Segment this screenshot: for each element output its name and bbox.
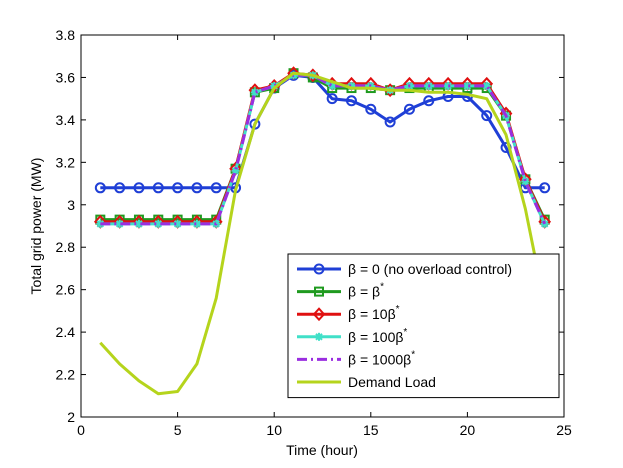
series-5 xyxy=(99,71,547,396)
y-tick-label: 2.4 xyxy=(56,324,76,340)
legend: β = 0 (no overload control)β = β*β = 10β… xyxy=(287,253,560,399)
legend-marker xyxy=(315,332,323,341)
legend-label: Demand Load xyxy=(348,374,436,390)
x-tick-label: 5 xyxy=(174,422,182,438)
y-tick-label: 2 xyxy=(67,409,75,425)
y-tick-label: 2.2 xyxy=(56,367,76,383)
y-tick-label: 2.6 xyxy=(56,282,76,298)
data-point xyxy=(403,103,415,115)
data-point xyxy=(384,116,396,128)
series-4 xyxy=(100,73,547,226)
y-tick-label: 2.8 xyxy=(56,239,76,255)
data-point xyxy=(481,110,493,122)
legend-entry: β = 100β* xyxy=(297,327,407,345)
data-point xyxy=(423,95,435,107)
data-point xyxy=(365,103,377,115)
legend-label-text: β = 0 (no overload control) xyxy=(348,261,512,277)
legend-label-text: Demand Load xyxy=(348,374,436,390)
data-point xyxy=(133,182,145,194)
data-point xyxy=(463,81,472,90)
legend-label-superscript: * xyxy=(403,327,407,338)
x-axis-label: Time (hour) xyxy=(286,442,358,458)
data-point xyxy=(345,95,357,107)
x-tick-label: 20 xyxy=(460,422,476,438)
legend-label: β = β* xyxy=(348,282,384,300)
data-point xyxy=(172,182,184,194)
data-point xyxy=(114,182,126,194)
data-point xyxy=(539,182,551,194)
legend-entry: β = 1000β* xyxy=(297,349,415,367)
legend-marker xyxy=(312,307,326,322)
legend-label-superscript: * xyxy=(380,282,384,293)
series-line xyxy=(99,71,547,396)
y-tick-label: 3.2 xyxy=(56,154,76,170)
x-tick-label: 25 xyxy=(556,422,572,438)
y-tick-label: 3 xyxy=(67,197,75,213)
data-point xyxy=(192,219,201,228)
legend-entry: Demand Load xyxy=(297,374,436,390)
x-tick-label: 15 xyxy=(363,422,379,438)
legend-label: β = 10β* xyxy=(348,304,400,322)
data-point xyxy=(444,81,453,90)
data-point xyxy=(94,182,106,194)
y-axis-label: Total grid power (MW) xyxy=(28,158,44,295)
y-tick-label: 3.8 xyxy=(56,27,76,43)
y-tick-label: 3.6 xyxy=(56,69,76,85)
y-tick-label: 3.4 xyxy=(56,112,76,128)
legend-entry: β = 0 (no overload control) xyxy=(297,261,512,277)
x-tick-label: 10 xyxy=(266,422,282,438)
legend-marker xyxy=(313,263,325,275)
legend-box xyxy=(287,253,560,399)
legend-label-superscript: * xyxy=(411,349,415,360)
legend-label: β = 100β* xyxy=(348,327,407,345)
axes: 0 5 10 15 20 25 2 2.2 2.4 2.6 2.8 3 3.2 3.4 3.6 3.8 xyxy=(56,27,572,438)
series-line xyxy=(100,73,547,226)
legend-label: β = 1000β* xyxy=(348,349,415,367)
legend-label-text: β = 100β xyxy=(348,329,403,345)
legend-entry: β = β* xyxy=(297,282,384,300)
legend-entry: β = 10β* xyxy=(297,304,400,322)
data-point xyxy=(152,182,164,194)
legend-label-text: β = 1000β xyxy=(348,351,411,367)
data-point xyxy=(210,182,222,194)
series-layer xyxy=(93,66,552,396)
legend-label-text: β = 10β xyxy=(348,306,396,322)
legend-label: β = 0 (no overload control) xyxy=(348,261,512,277)
legend-label-superscript: * xyxy=(396,304,400,315)
data-point xyxy=(191,182,203,194)
legend-label-text: β = β xyxy=(348,284,380,300)
x-tick-label: 0 xyxy=(77,422,85,438)
legend-marker xyxy=(314,286,324,297)
data-point xyxy=(326,93,338,105)
